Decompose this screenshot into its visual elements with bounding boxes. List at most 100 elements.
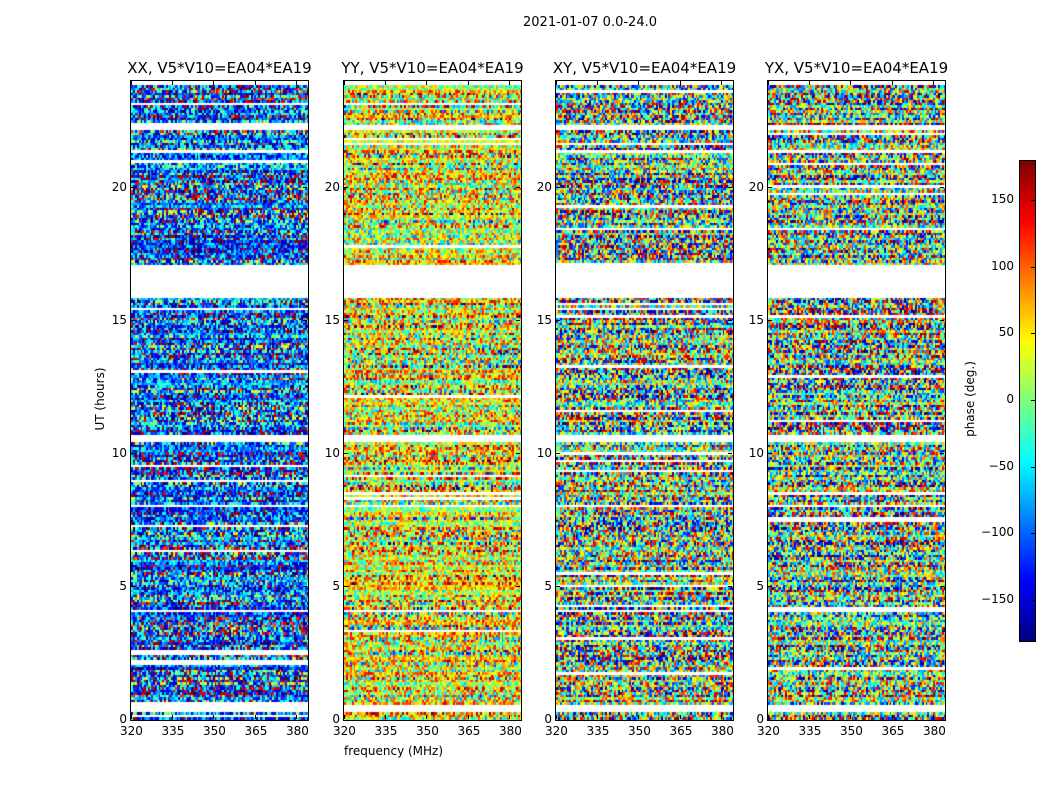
y-tick (344, 586, 348, 588)
x-tick-label: 365 (669, 724, 693, 738)
x-tick-top (891, 81, 893, 85)
x-tick-top (638, 81, 640, 85)
x-tick-top (767, 81, 769, 85)
colorbar-tick-label: 100 (991, 258, 1014, 273)
y-tick-label: 5 (544, 578, 552, 593)
x-tick-top (426, 81, 428, 85)
x-tick-label: 350 (627, 724, 651, 738)
y-tick (768, 320, 772, 322)
y-tick-right (303, 320, 307, 322)
y-tick-right (940, 719, 944, 721)
heatmap-canvas (131, 81, 308, 720)
colorbar-tick (1031, 400, 1035, 401)
x-tick-top (933, 81, 935, 85)
y-tick-label: 0 (756, 712, 764, 726)
x-tick (808, 715, 810, 719)
heatmap-canvas (768, 81, 945, 720)
colorbar-tick-label: 50 (998, 325, 1014, 340)
colorbar-tick (1031, 466, 1035, 468)
y-tick (768, 719, 772, 721)
x-tick-label: 320 (545, 724, 568, 738)
y-tick-label: 20 (536, 179, 552, 194)
x-tick (426, 715, 428, 719)
y-tick-label: 10 (748, 445, 764, 460)
x-tick (767, 715, 769, 719)
y-tick-right (516, 453, 520, 455)
x-tick-label: 380 (922, 724, 946, 738)
y-tick-label: 10 (536, 445, 552, 460)
x-tick-top (721, 81, 723, 85)
x-tick (130, 715, 132, 719)
colorbar-tick (1031, 533, 1035, 535)
colorbar (1019, 160, 1036, 642)
colorbar-tick-label: −100 (981, 525, 1014, 540)
y-tick (556, 320, 560, 322)
colorbar-tick-label: −50 (988, 458, 1014, 473)
y-tick-right (303, 719, 307, 721)
colorbar-tick (1031, 200, 1035, 201)
y-tick-label: 20 (748, 179, 764, 194)
y-tick (556, 586, 560, 588)
x-tick (679, 715, 681, 719)
panel-0: XX, V5*V10=EA04*EA19 320 335 350 365 380 0 5 10 1… (112, 59, 312, 738)
x-tick (891, 715, 893, 719)
y-tick-right (940, 187, 944, 188)
y-tick (344, 320, 348, 322)
colorbar-tick (1031, 600, 1035, 601)
y-tick (131, 320, 135, 322)
y-tick-right (728, 320, 732, 322)
x-tick-top (596, 81, 598, 85)
x-tick-top (384, 81, 386, 85)
panel-title: YY, V5*V10=EA04*EA19 (341, 59, 524, 77)
y-tick (344, 719, 348, 721)
x-tick-label: 350 (839, 724, 863, 738)
panel-title: XY, V5*V10=EA04*EA19 (552, 59, 737, 77)
y-axis-label: UT (hours) (93, 367, 107, 431)
y-tick-right (516, 719, 520, 721)
x-axis-label: frequency (MHz) (344, 744, 444, 758)
x-tick (171, 715, 173, 719)
y-tick (556, 187, 560, 188)
y-tick-label: 20 (324, 179, 340, 194)
y-tick-right (728, 453, 732, 455)
x-tick-label: 335 (586, 724, 610, 738)
x-tick (933, 715, 935, 719)
x-tick-label: 335 (798, 724, 822, 738)
x-tick-label: 335 (374, 724, 398, 738)
y-tick-label: 10 (111, 445, 127, 460)
figure-title: 2021-01-07 0.0-24.0 (523, 15, 657, 30)
x-tick-label: 320 (333, 724, 356, 738)
y-tick (768, 187, 772, 188)
y-tick-label: 5 (756, 578, 764, 593)
y-tick (344, 187, 348, 188)
colorbar-tick (1031, 333, 1035, 335)
x-tick (721, 715, 723, 719)
y-tick-label: 0 (119, 712, 127, 726)
y-tick-right (303, 586, 307, 588)
x-tick (555, 715, 557, 719)
y-tick-right (516, 187, 520, 188)
colorbar-tick-label: 0 (1006, 392, 1014, 406)
y-tick-right (728, 719, 732, 721)
y-tick-label: 15 (111, 312, 127, 327)
y-tick-label: 0 (332, 712, 340, 726)
y-tick-right (940, 453, 944, 455)
panel-2: XY, V5*V10=EA04*EA19 320 335 350 365 380 0 5 10 1… (537, 59, 736, 738)
panel-title: XX, V5*V10=EA04*EA19 (127, 59, 312, 77)
x-tick-top (343, 81, 345, 85)
panel-3: YX, V5*V10=EA04*EA19 320 335 350 365 380 0 5 10 1… (749, 59, 948, 738)
x-tick-top (555, 81, 557, 85)
y-tick-label: 15 (324, 312, 340, 327)
panel-1: YY, V5*V10=EA04*EA19 320 335 350 365 380 0 5 10 1… (325, 59, 524, 738)
colorbar-tick (1031, 266, 1035, 268)
y-tick-label: 15 (748, 312, 764, 327)
x-tick-label: 320 (757, 724, 780, 738)
x-tick (850, 715, 852, 719)
x-tick (343, 715, 345, 719)
x-tick-top (850, 81, 852, 85)
y-tick-right (940, 320, 944, 322)
y-tick (556, 719, 560, 721)
y-tick (768, 586, 772, 588)
x-tick (509, 715, 511, 719)
x-tick-label: 380 (498, 724, 522, 738)
